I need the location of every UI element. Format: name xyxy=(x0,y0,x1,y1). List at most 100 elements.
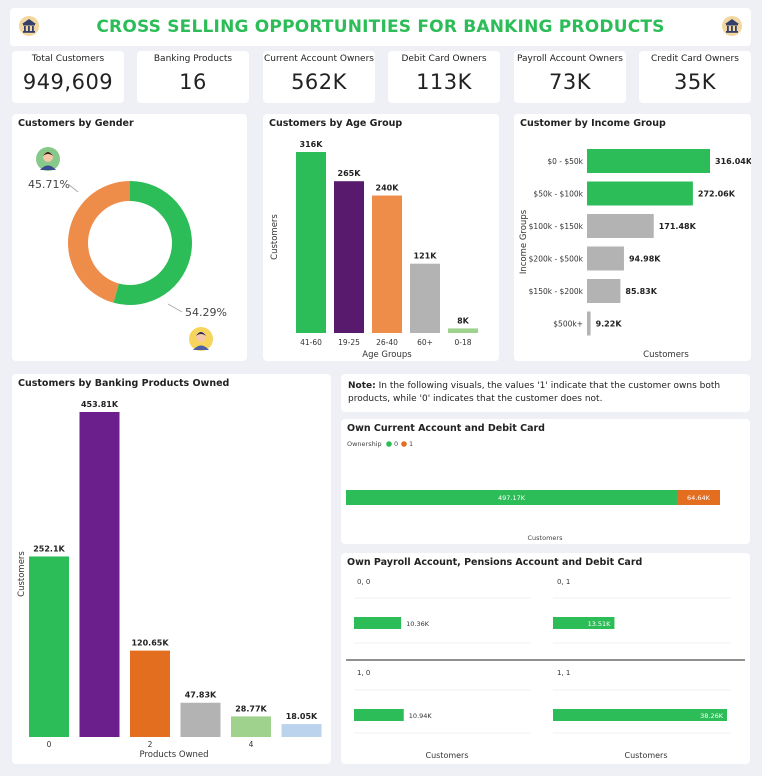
bar xyxy=(281,724,322,737)
data-label: 240K xyxy=(376,184,400,193)
bar xyxy=(410,263,440,333)
products-chart-card: Customers by Banking Products Owned 252.… xyxy=(12,374,331,764)
x-axis-label: Customers xyxy=(624,751,667,760)
kpi-value: 949,609 xyxy=(22,70,114,94)
kpi-label: Credit Card Owners xyxy=(651,54,739,64)
stacked-segment xyxy=(676,490,720,505)
data-label: 265K xyxy=(338,169,362,178)
data-label: 316.04K xyxy=(715,157,751,166)
income-bar-chart: 316.04K $0 - $50k 272.06K $50k - $100k 171.4… xyxy=(519,149,751,360)
note-card: Note: In the following visuals, the valu… xyxy=(341,374,750,412)
data-label: 10.94K xyxy=(409,712,433,720)
tick-label: 26-40 xyxy=(376,338,398,347)
gender-donut-chart: 54.29% 45.71% xyxy=(28,147,227,351)
kpi-payroll-account-owners: Payroll Account Owners 73K xyxy=(514,51,626,103)
leader-line xyxy=(67,183,79,193)
tick-label: 0-18 xyxy=(454,338,471,347)
bank-icon xyxy=(18,15,40,37)
chart-title: Customer by Income Group xyxy=(520,118,666,129)
data-label: 94.98K xyxy=(629,255,661,264)
income-chart-card: Customer by Income Group 316.04K $0 - $50… xyxy=(514,114,751,361)
data-label: 64.64K xyxy=(687,494,711,502)
bar xyxy=(587,311,591,336)
x-axis-label: Customers xyxy=(643,350,689,360)
tick-label: $0 - $50k xyxy=(547,157,583,166)
panel-label: 0, 1 xyxy=(557,578,570,586)
tick-label: $500k+ xyxy=(553,320,583,329)
bar xyxy=(587,279,621,303)
avatar-hair xyxy=(196,332,206,336)
kpi-value: 562K xyxy=(291,70,347,94)
chart-title: Customers by Age Group xyxy=(269,118,403,129)
avatar-body xyxy=(193,345,209,350)
slice-label: 45.71% xyxy=(28,178,70,191)
panel-label: 0, 0 xyxy=(357,578,370,586)
data-label: 316K xyxy=(300,140,324,149)
x-axis-label: Customers xyxy=(528,534,564,542)
data-label: 497.17K xyxy=(498,494,526,502)
bar xyxy=(334,181,364,333)
bar xyxy=(354,709,404,721)
kpi-value: 16 xyxy=(179,70,207,94)
bar xyxy=(296,152,326,333)
tick-label: $200k - $500k xyxy=(529,255,584,264)
kpi-label: Total Customers xyxy=(31,54,105,64)
data-label: 171.48K xyxy=(659,222,697,231)
chart-title: Customers by Gender xyxy=(18,118,134,129)
bar xyxy=(587,214,654,238)
legend-label: 1 xyxy=(409,440,413,448)
bank-icon xyxy=(721,15,743,37)
dashboard-header: CROSS SELLING OPPORTUNITIES FOR BANKING … xyxy=(10,8,751,46)
bar xyxy=(587,246,624,271)
donut-slice xyxy=(113,181,192,305)
data-label: 18.05K xyxy=(286,712,318,721)
dashboard-title: CROSS SELLING OPPORTUNITIES FOR BANKING … xyxy=(96,17,665,37)
note-text: Note: In the following visuals, the valu… xyxy=(341,374,750,412)
data-label: 252.1K xyxy=(33,544,65,553)
kpi-value: 113K xyxy=(416,70,472,94)
legend-label: 0 xyxy=(394,440,398,448)
slice-label: 54.29% xyxy=(185,306,227,319)
data-label: 121K xyxy=(414,252,438,261)
products-bar-chart: 252.1K 0 453.81K 120.65K 2 47.83K 28.77K 4 18.05… xyxy=(17,400,322,760)
data-label: 120.65K xyxy=(131,639,169,648)
bar xyxy=(354,617,402,629)
bar xyxy=(29,556,69,737)
bar xyxy=(553,709,727,721)
x-axis-label: Customers xyxy=(425,751,468,760)
y-axis-label: Income Groups xyxy=(519,209,529,274)
tick-label: 19-25 xyxy=(338,338,360,347)
kpi-current-account-owners: Current Account Owners 562K xyxy=(263,51,375,103)
age-chart-card: Customers by Age Group 316K 41-60 265K 19-2… xyxy=(263,114,499,361)
x-axis-label: Age Groups xyxy=(362,350,412,360)
x-axis-label: Products Owned xyxy=(139,750,208,760)
bar xyxy=(587,181,693,206)
data-label: 47.83K xyxy=(185,691,217,700)
bar xyxy=(587,149,710,173)
kpi-value: 35K xyxy=(674,70,716,94)
leader-line xyxy=(167,303,183,313)
tick-label: 4 xyxy=(249,740,254,749)
chart-title: Own Payroll Account, Pensions Account an… xyxy=(347,557,643,568)
legend-title: Ownership xyxy=(347,440,382,448)
legend-marker xyxy=(401,441,407,447)
note-prefix: Note: xyxy=(348,381,376,391)
data-label: 453.81K xyxy=(81,400,119,409)
avatar-hair xyxy=(43,152,53,156)
kpi-banking-products: Banking Products 16 xyxy=(137,51,249,103)
current-debit-stacked-chart: Ownership 0 1 497.17K 64.64K Customers xyxy=(346,440,720,542)
bar xyxy=(130,650,170,737)
donut-slice xyxy=(67,181,130,303)
legend-marker xyxy=(386,441,392,447)
tick-label: $150k - $200k xyxy=(529,287,584,296)
tick-label: 0 xyxy=(47,740,52,749)
stacked-segment xyxy=(346,490,677,505)
current-debit-chart-card: Own Current Account and Debit Card Owner… xyxy=(341,419,750,544)
chart-title: Own Current Account and Debit Card xyxy=(347,423,545,434)
kpi-total-customers: Total Customers 949,609 xyxy=(12,51,124,103)
bar xyxy=(372,195,402,333)
data-label: 13.51K xyxy=(588,620,612,628)
data-label: 8K xyxy=(457,316,470,325)
note-body: In the following visuals, the values '1'… xyxy=(348,381,721,404)
data-label: 10.36K xyxy=(406,620,430,628)
